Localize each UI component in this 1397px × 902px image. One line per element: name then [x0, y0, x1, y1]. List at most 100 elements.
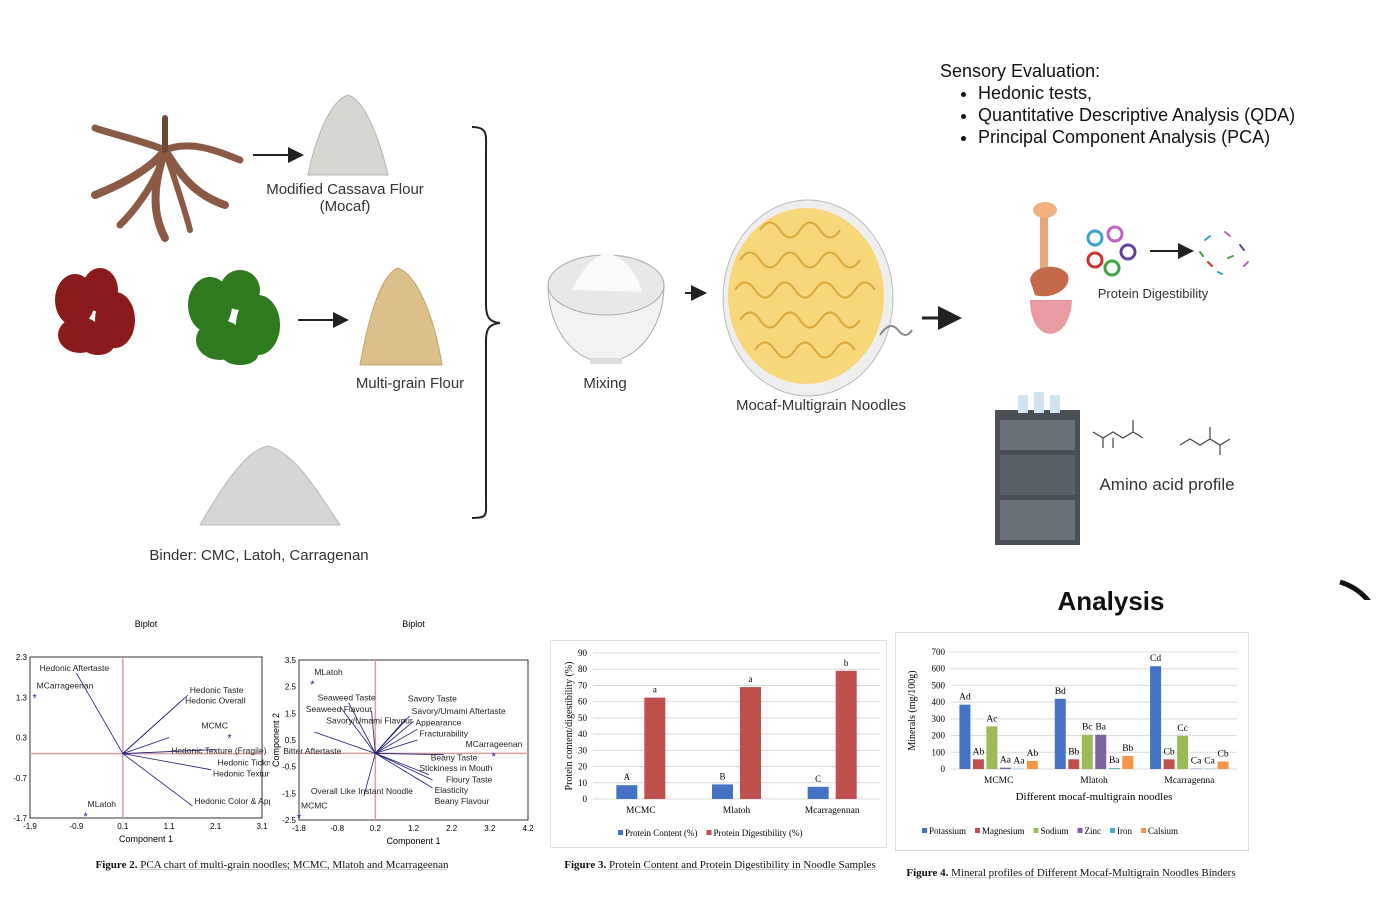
- loading-label: Savory/Umami Aftertaste: [412, 706, 506, 716]
- bar-data-label: Cb: [1218, 749, 1229, 759]
- bar-data-label: Ca: [1191, 757, 1202, 767]
- loading-vector: [348, 702, 376, 754]
- bar: [1026, 760, 1038, 769]
- binder-label: Binder: CMC, Latoh, Carragenan: [149, 547, 369, 564]
- caption-text: PCA chart of multi-grain noodles; MCMC, …: [140, 859, 449, 871]
- amino-acid-structure-icon: [1092, 420, 1231, 455]
- loading-vector: [363, 753, 376, 797]
- mixing-label: Mixing: [583, 375, 627, 392]
- x-category-label: Mlatoh: [723, 806, 751, 816]
- bar-data-label: a: [749, 674, 753, 684]
- loading-label: Seaweed Flavour: [306, 704, 372, 714]
- bar: [835, 670, 857, 799]
- loading-vector: [375, 739, 418, 754]
- bar: [1068, 759, 1080, 769]
- loading-vector: [122, 749, 216, 754]
- caption-text: Protein Content and Protein Digestibilit…: [608, 859, 876, 871]
- sample-point: *: [492, 751, 497, 763]
- bar-data-label: Ab: [973, 747, 985, 757]
- loading-vector: [375, 718, 407, 754]
- legend-label: Protein Content (%): [625, 828, 698, 838]
- sensory-item: Hedonic tests,: [978, 82, 1295, 104]
- bar: [1081, 734, 1093, 769]
- y-tick-label: 70: [578, 680, 588, 690]
- cassava-root-icon: [91, 115, 244, 242]
- x-tick-label: 1.2: [408, 824, 420, 833]
- mixing-bowl-icon: [547, 253, 665, 364]
- y-tick-label: 20: [578, 762, 588, 772]
- loading-label: Hedonic Color & Appearance: [194, 796, 270, 806]
- chart-title: Biplot: [402, 619, 425, 629]
- x-category-label: MCMC: [626, 806, 656, 816]
- bar: [1177, 735, 1189, 769]
- loading-label: Floury Taste: [446, 775, 492, 785]
- legend-swatch: [1141, 828, 1147, 833]
- loading-label: Hedonic Taste: [190, 685, 244, 695]
- figure-3-caption: Figure 3. Protein Content and Protein Di…: [564, 859, 875, 871]
- mocaf-flour-pile-icon: [307, 94, 389, 176]
- amino-acid-fragments-icon: [1199, 231, 1249, 275]
- legend-label: Potassium: [929, 826, 966, 836]
- green-beans-icon: [188, 270, 280, 365]
- y-tick-label: 700: [932, 647, 946, 657]
- sensory-evaluation: Sensory Evaluation: Hedonic tests, Quant…: [940, 60, 1295, 148]
- legend-label: Calsium: [1148, 826, 1178, 836]
- sample-point: *: [84, 811, 89, 823]
- loading-vector: [375, 752, 433, 781]
- y-tick-label: -0.5: [282, 763, 296, 772]
- legend-swatch: [706, 830, 712, 835]
- y-tick-label: -2.5: [282, 816, 296, 825]
- y-axis-label: Minerals (mg/100g): [907, 670, 918, 750]
- loading-label: Savory Taste: [408, 694, 457, 704]
- mocaf-label-line2: (Mocaf): [319, 198, 371, 215]
- x-tick-label: 0.2: [370, 824, 382, 833]
- bar-data-label: b: [844, 658, 849, 668]
- x-tick-label: -0.9: [70, 822, 84, 831]
- loading-label: Stickiness in Mouth: [419, 763, 492, 773]
- bar: [999, 767, 1011, 769]
- x-category-label: MCMC: [984, 776, 1014, 786]
- x-axis-label: Different mocaf-multigrain noodles: [1016, 791, 1173, 803]
- loading-vector: [375, 752, 429, 776]
- bar-data-label: Bb: [1122, 744, 1133, 754]
- loading-label: Hedonic Tickness in Mouth: [218, 758, 270, 768]
- multigrain-flour-pile-icon: [359, 267, 443, 366]
- loading-vector: [122, 753, 193, 807]
- biplot-hedonic: Biplot -1.9 -0.9 0.1 1.1 2.1 3.1 -1.7 -0.7 0.3 1.3…: [13, 619, 270, 844]
- bar: [972, 759, 984, 769]
- caption-label: Figure 3.: [564, 859, 607, 871]
- bar-data-label: Ca: [1204, 757, 1215, 767]
- sensory-title: Sensory Evaluation:: [940, 61, 1101, 81]
- sample-point: *: [297, 812, 302, 824]
- sample-label: MLatoh: [88, 799, 117, 809]
- curved-arrow-icon: [1339, 579, 1371, 600]
- y-axis-label: Protein content/digestibility (%): [564, 662, 575, 791]
- bar: [807, 786, 829, 799]
- process-illustrations: [55, 94, 1371, 600]
- protein-digestibility-label: Protein Digestibility: [1097, 286, 1209, 301]
- bar: [959, 704, 971, 769]
- sample-label: MCarrageenan: [466, 739, 523, 749]
- loading-vector: [371, 710, 376, 754]
- y-tick-label: 2.3: [16, 653, 28, 662]
- x-tick-label: -1.9: [23, 822, 37, 831]
- y-tick-label: 300: [932, 714, 946, 724]
- bar-data-label: Ac: [986, 714, 997, 724]
- y-tick-label: 90: [578, 648, 588, 658]
- bar: [712, 784, 733, 799]
- analysis-heading: Analysis: [1057, 586, 1165, 616]
- bar-data-label: Cd: [1150, 654, 1161, 664]
- bar-data-label: Cb: [1164, 747, 1175, 757]
- bar-data-label: B: [719, 771, 725, 781]
- loading-label: Fracturability: [419, 728, 468, 738]
- y-tick-label: 0: [941, 764, 946, 774]
- y-tick-label: 3.5: [285, 656, 297, 665]
- y-tick-label: 2.5: [285, 683, 297, 692]
- legend-swatch: [1110, 828, 1116, 833]
- x-tick-label: 0.1: [117, 822, 129, 831]
- loading-label: Hedonic Overall: [185, 695, 246, 705]
- y-tick-label: 0.5: [285, 736, 297, 745]
- sample-point: *: [32, 692, 37, 704]
